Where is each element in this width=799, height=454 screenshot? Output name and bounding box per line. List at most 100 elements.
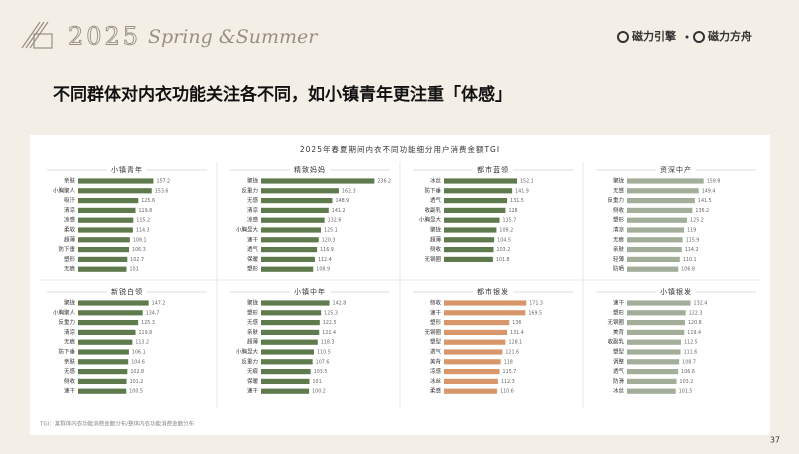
value-label: 171.3 [529,301,543,307]
bar [627,266,679,272]
bar [78,178,154,184]
value-label: 122.5 [323,320,337,326]
brand-1: 磁力引擎 [632,29,676,43]
card-title: 2025年春夏期间内衣不同功能细分用户消费金额TGI [300,144,500,154]
bar [78,266,127,272]
bar [627,320,685,326]
bar [444,178,518,184]
value-label: 118 [504,359,513,365]
value-label: 136.2 [695,208,709,214]
category-label: 小胸聚人 [53,186,76,194]
category-label: 凉感 [247,216,259,224]
value-label: 157.2 [156,179,170,185]
value-label: 149.4 [702,188,716,194]
category-label: 小胸显大 [236,226,259,234]
panel-title: 新锐白领 [111,287,143,296]
value-label: 236.2 [377,179,391,185]
category-label: 凉感 [64,216,76,224]
category-label: 反重力 [241,186,258,194]
bar [261,217,325,223]
value-label: 113.2 [135,340,149,346]
bar [78,217,134,223]
bar [627,237,683,243]
category-label: 透气 [430,196,442,204]
value-label: 121.4 [322,330,336,336]
category-label: 反重力 [241,357,258,365]
category-label: 清凉 [64,206,76,214]
category-label: 收副乳 [424,206,441,214]
footnote: TGI：某群体内衣功能消费金额分布/整体内衣功能消费金额分布 [39,420,195,428]
value-label: 152.1 [520,179,534,185]
bar [444,247,494,253]
value-label: 125.2 [690,218,704,224]
bar [78,227,133,233]
category-label: 冰丝 [430,177,442,185]
category-label: 无痕 [247,367,259,375]
category-label: 亲肤 [247,328,259,336]
bar [444,320,510,326]
panel-title: 小镇青年 [111,165,143,174]
bar [627,339,681,345]
bar [627,310,686,316]
value-label: 101 [129,267,138,273]
bar [261,178,375,184]
category-label: 速干 [430,309,442,316]
bar [261,359,313,365]
bar [627,247,682,253]
bar [78,369,128,375]
bar [444,237,495,243]
category-label: 冰丝 [430,377,442,385]
value-label: 121.6 [505,350,519,356]
panel-title: 小镇银发 [660,287,692,296]
category-label: 清凉 [64,328,76,336]
bar [627,349,681,355]
value-label: 104.6 [131,359,145,365]
category-label: 小胸显大 [419,216,442,224]
value-label: 111.6 [684,350,698,356]
bar [627,300,691,306]
value-label: 116.9 [320,247,334,253]
bar [444,369,500,375]
bar [78,237,130,243]
value-label: 169.5 [528,310,542,316]
value-label: 136 [512,320,521,326]
value-label: 108.7 [682,359,696,365]
value-label: 112.4 [318,257,332,263]
value-label: 103.2 [497,247,511,253]
value-label: 106.1 [132,350,146,356]
category-label: 吸汗 [64,196,76,204]
category-label: 防下垂 [424,186,441,194]
bar [627,329,685,335]
category-label: 聚拢 [247,299,259,307]
category-label: 无痕 [613,235,625,243]
brand-icon [693,31,705,43]
bar [261,329,320,335]
category-label: 反重力 [607,196,624,204]
bar [78,310,143,316]
value-label: 101.5 [679,389,693,395]
category-label: 聚拢 [430,226,442,234]
panel-title: 资深中产 [660,165,692,174]
value-label: 125.3 [324,310,338,316]
bar [444,188,513,194]
category-label: 超薄 [64,235,76,243]
value-label: 101.2 [130,379,144,385]
value-label: 106.6 [681,369,695,375]
category-label: 小胸聚人 [53,308,76,316]
bar [627,227,685,233]
value-label: 115.7 [503,218,517,224]
category-label: 无痕 [64,265,76,273]
value-label: 106.3 [132,247,146,253]
category-label: 塑形 [430,318,442,326]
value-label: 108.1 [133,237,147,243]
category-label: 透气 [247,245,259,253]
value-label: 118.3 [321,340,335,346]
category-label: 塑形 [64,255,76,263]
value-label: 119.4 [687,330,701,336]
value-label: 128.1 [508,340,522,346]
bar [444,388,498,394]
value-label: 131.5 [510,198,524,204]
category-label: 透气 [430,348,442,356]
category-label: 无感 [247,196,259,204]
